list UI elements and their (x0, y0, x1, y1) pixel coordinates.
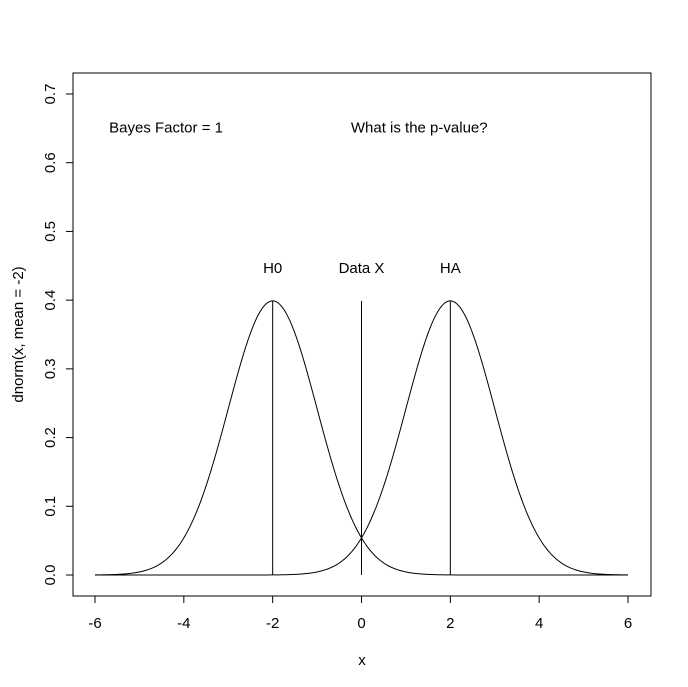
label-data-x: Data X (339, 260, 385, 277)
y-tick-label: 0.5 (42, 221, 59, 242)
x-axis-title: x (358, 652, 366, 669)
x-tick-label: 2 (446, 615, 454, 632)
x-tick-label: -2 (266, 615, 279, 632)
x-tick-label: -6 (88, 615, 101, 632)
label-h0: H0 (263, 260, 282, 277)
y-tick-label: 0.6 (42, 152, 59, 173)
annotation-p-value-question: What is the p-value? (351, 119, 488, 136)
vertical-lines (272, 300, 451, 575)
y-tick-label: 0.4 (42, 290, 59, 311)
x-axis: -6 -4 -2 0 2 4 6 (88, 595, 632, 632)
x-tick-label: 0 (357, 615, 365, 632)
annotations: Bayes Factor = 1 What is the p-value? H0 Da… (109, 119, 487, 277)
annotation-bayes-factor: Bayes Factor = 1 (109, 119, 223, 136)
y-tick-label: 0.0 (42, 565, 59, 586)
x-tick-label: -4 (177, 615, 190, 632)
y-tick-label: 0.2 (42, 427, 59, 448)
y-tick-label: 0.1 (42, 496, 59, 517)
y-tick-label: 0.7 (42, 84, 59, 105)
y-axis-title: dnorm(x, mean = -2) (10, 266, 27, 402)
y-axis: 0.0 0.1 0.2 0.3 0.4 0.5 0.6 0.7 (42, 84, 74, 586)
label-ha: HA (440, 260, 461, 277)
x-tick-label: 4 (535, 615, 543, 632)
x-tick-label: 6 (624, 615, 632, 632)
y-tick-label: 0.3 (42, 358, 59, 379)
